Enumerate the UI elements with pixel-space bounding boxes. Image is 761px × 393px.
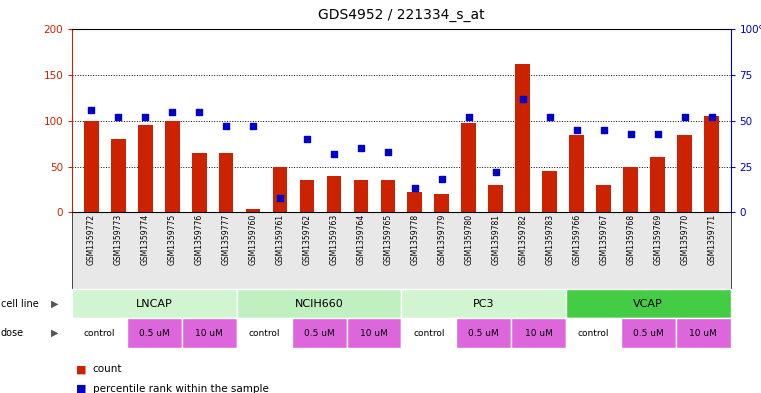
Point	[193, 108, 205, 115]
Text: control: control	[84, 329, 116, 338]
Point	[436, 176, 448, 182]
Point	[463, 114, 475, 120]
Text: NCIH660: NCIH660	[295, 299, 343, 309]
Point	[220, 123, 232, 129]
Text: count: count	[93, 364, 123, 375]
Point	[679, 114, 691, 120]
Text: GDS4952 / 221334_s_at: GDS4952 / 221334_s_at	[318, 7, 485, 22]
Bar	[246, 209, 260, 212]
Bar	[569, 136, 584, 212]
Text: dose: dose	[1, 328, 24, 338]
Point	[625, 130, 637, 137]
Point	[382, 149, 394, 155]
Bar	[138, 125, 152, 212]
Text: 10 uM: 10 uM	[524, 329, 552, 338]
Bar	[218, 153, 234, 212]
Bar	[407, 192, 422, 212]
Bar	[515, 64, 530, 212]
Bar	[326, 176, 342, 212]
Text: cell line: cell line	[1, 299, 39, 309]
Point	[166, 108, 178, 115]
Bar	[272, 167, 288, 212]
Point	[85, 107, 97, 113]
Text: ▶: ▶	[51, 328, 59, 338]
Bar	[84, 121, 99, 212]
Text: PC3: PC3	[473, 299, 495, 309]
Text: VCAP: VCAP	[633, 299, 663, 309]
Point	[139, 114, 151, 120]
Text: control: control	[413, 329, 444, 338]
Bar	[435, 194, 449, 212]
Text: 10 uM: 10 uM	[196, 329, 224, 338]
Text: ■: ■	[76, 384, 87, 393]
Point	[355, 145, 367, 151]
Bar	[192, 153, 206, 212]
Text: 0.5 uM: 0.5 uM	[633, 329, 664, 338]
Text: ■: ■	[76, 364, 87, 375]
Text: LNCAP: LNCAP	[136, 299, 173, 309]
Bar	[651, 157, 665, 212]
Bar	[461, 123, 476, 212]
Bar	[380, 180, 396, 212]
Point	[705, 114, 718, 120]
Point	[301, 136, 313, 142]
Text: ▶: ▶	[51, 299, 59, 309]
Text: percentile rank within the sample: percentile rank within the sample	[93, 384, 269, 393]
Text: 0.5 uM: 0.5 uM	[468, 329, 499, 338]
Bar	[300, 180, 314, 212]
Point	[651, 130, 664, 137]
Point	[274, 195, 286, 201]
Bar	[164, 121, 180, 212]
Text: control: control	[249, 329, 280, 338]
Point	[571, 127, 583, 133]
Text: 0.5 uM: 0.5 uM	[304, 329, 335, 338]
Bar	[354, 180, 368, 212]
Text: 10 uM: 10 uM	[360, 329, 388, 338]
Bar	[489, 185, 503, 212]
Point	[112, 114, 124, 120]
Bar	[111, 139, 126, 212]
Text: 10 uM: 10 uM	[689, 329, 717, 338]
Point	[517, 96, 529, 102]
Bar	[704, 116, 719, 212]
Bar	[623, 167, 638, 212]
Text: control: control	[578, 329, 609, 338]
Point	[328, 151, 340, 157]
Bar	[677, 136, 692, 212]
Point	[597, 127, 610, 133]
Point	[409, 185, 421, 192]
Text: 0.5 uM: 0.5 uM	[139, 329, 170, 338]
Point	[247, 123, 260, 129]
Point	[543, 114, 556, 120]
Bar	[543, 171, 557, 212]
Point	[490, 169, 502, 175]
Bar	[597, 185, 611, 212]
